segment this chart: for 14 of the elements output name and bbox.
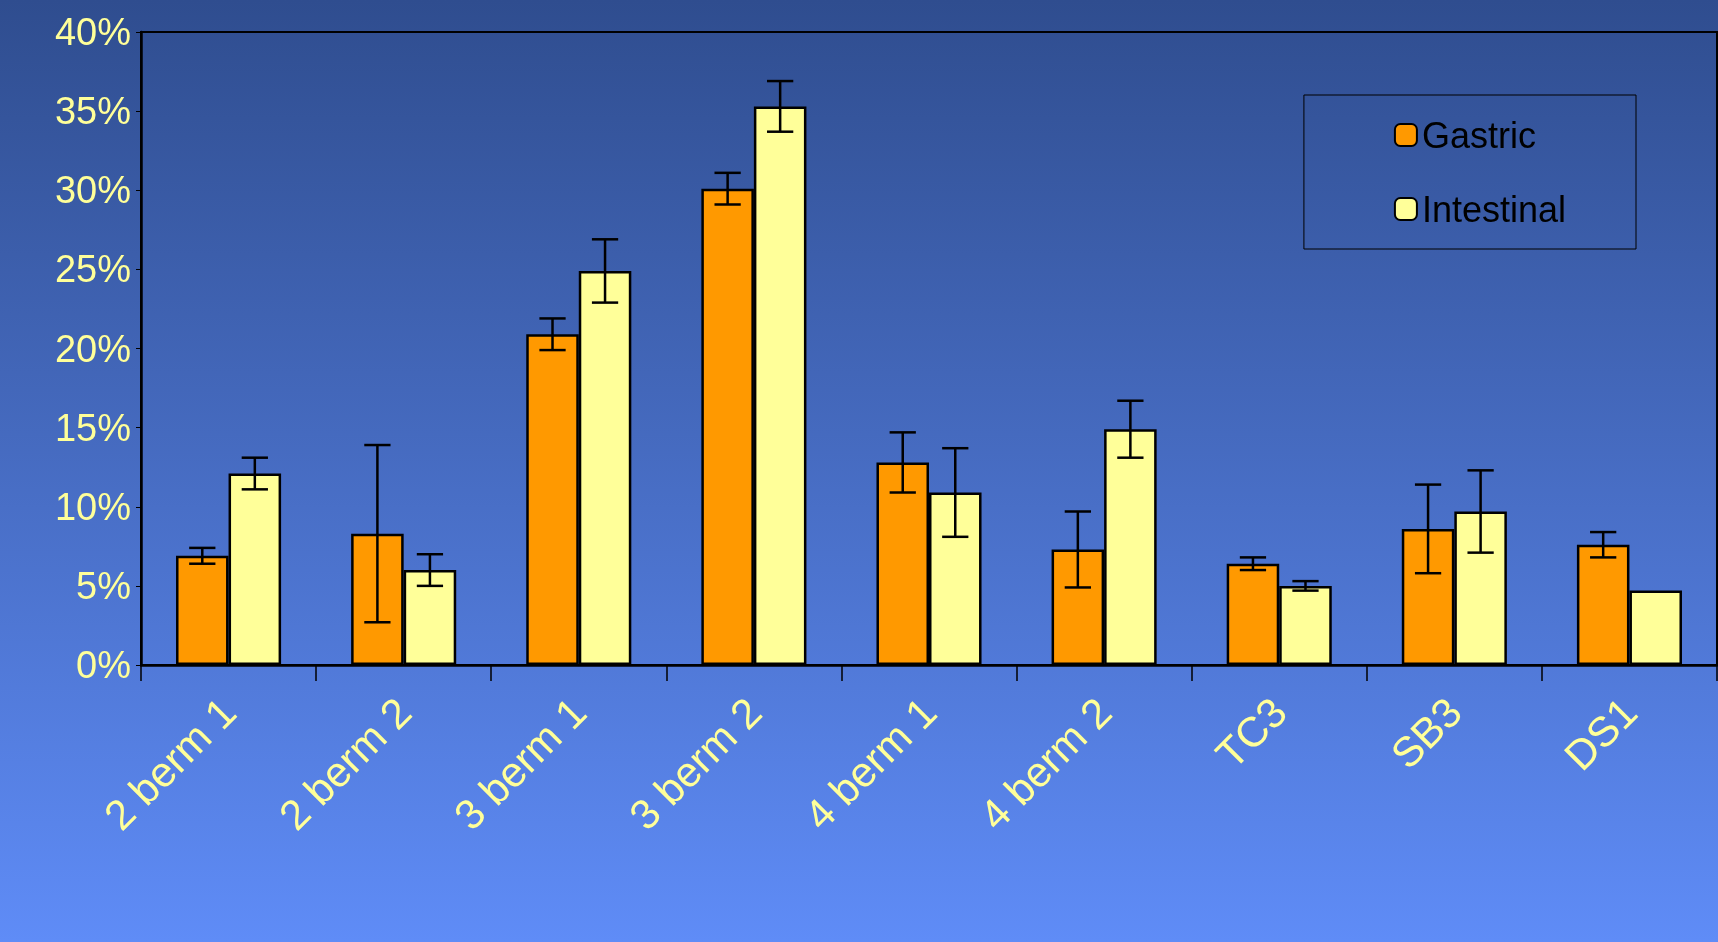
y-tick-label: 5% — [76, 564, 131, 607]
x-tick-label: TC3 — [1206, 688, 1296, 778]
y-tick-label: 0% — [76, 644, 131, 686]
y-tick-label: 15% — [54, 406, 131, 449]
y-tick-label: 10% — [54, 485, 131, 528]
legend-label: Gastric — [1421, 114, 1536, 156]
y-tick-label: 20% — [54, 327, 131, 370]
y-tick-label: 35% — [54, 90, 131, 133]
x-tick-label: SB3 — [1381, 688, 1471, 778]
y-tick-label: 30% — [54, 169, 131, 212]
x-tick-label: DS1 — [1555, 688, 1647, 780]
y-tick-label: 25% — [54, 248, 131, 291]
y-tick-label: 40% — [54, 11, 131, 53]
legend-label: Intestinal — [1421, 188, 1567, 230]
